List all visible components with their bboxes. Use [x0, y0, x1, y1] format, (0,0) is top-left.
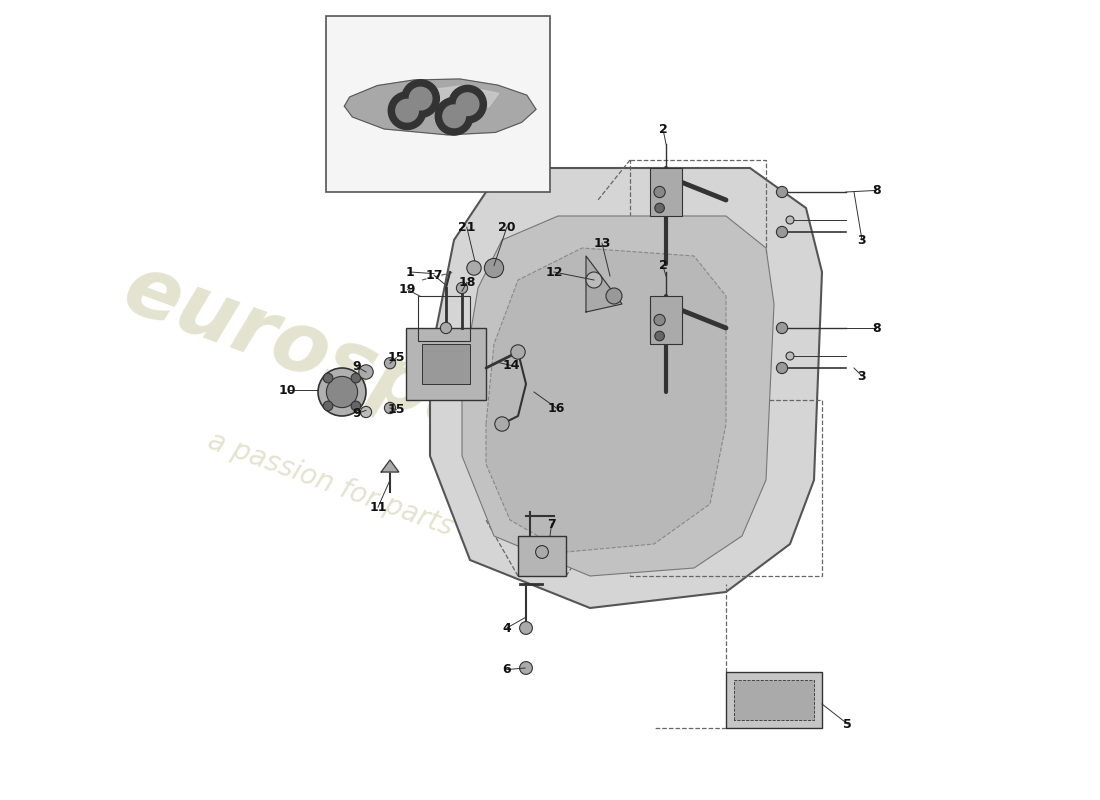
Circle shape	[484, 258, 504, 278]
Circle shape	[384, 402, 396, 414]
Circle shape	[323, 401, 333, 410]
Polygon shape	[422, 344, 470, 384]
Text: a passion for parts since 1985: a passion for parts since 1985	[205, 427, 608, 597]
Polygon shape	[462, 216, 774, 576]
Circle shape	[586, 272, 602, 288]
Circle shape	[456, 282, 468, 294]
Circle shape	[384, 358, 396, 369]
Text: 11: 11	[370, 501, 387, 514]
Polygon shape	[518, 536, 567, 576]
Text: 2: 2	[659, 123, 668, 136]
Circle shape	[409, 87, 432, 110]
Circle shape	[318, 368, 366, 416]
Circle shape	[456, 93, 478, 115]
Text: 21: 21	[458, 221, 475, 234]
Text: 5: 5	[844, 718, 852, 730]
Polygon shape	[430, 168, 822, 608]
Circle shape	[495, 417, 509, 431]
Circle shape	[436, 98, 473, 135]
Bar	[326, 16, 550, 192]
Text: eurospares: eurospares	[112, 248, 636, 504]
Polygon shape	[486, 248, 726, 552]
Circle shape	[777, 362, 788, 374]
Text: 3: 3	[858, 370, 867, 382]
Circle shape	[351, 401, 361, 410]
Circle shape	[519, 622, 532, 634]
Text: 8: 8	[872, 184, 881, 197]
Text: 10: 10	[279, 384, 296, 397]
Text: 14: 14	[503, 359, 520, 372]
Circle shape	[786, 216, 794, 224]
Circle shape	[323, 374, 333, 383]
Text: 9: 9	[352, 360, 361, 373]
Circle shape	[654, 314, 666, 326]
Circle shape	[786, 352, 794, 360]
Text: 2: 2	[659, 259, 668, 272]
Circle shape	[327, 376, 358, 408]
Text: 7: 7	[547, 518, 556, 530]
Circle shape	[443, 105, 465, 127]
Polygon shape	[586, 256, 622, 312]
Circle shape	[777, 322, 788, 334]
Circle shape	[388, 92, 426, 130]
Circle shape	[519, 662, 532, 674]
Circle shape	[396, 99, 418, 122]
Circle shape	[536, 546, 549, 558]
Text: 13: 13	[593, 237, 611, 250]
Circle shape	[654, 331, 664, 341]
Text: 4: 4	[503, 622, 512, 634]
Text: 15: 15	[387, 351, 405, 364]
Polygon shape	[406, 328, 486, 400]
Circle shape	[654, 203, 664, 213]
Circle shape	[466, 261, 481, 275]
Text: 3: 3	[858, 234, 867, 246]
Text: 17: 17	[426, 269, 442, 282]
Circle shape	[449, 86, 486, 123]
Circle shape	[440, 322, 452, 334]
Text: 18: 18	[458, 276, 475, 289]
Text: 8: 8	[872, 322, 881, 334]
Text: 16: 16	[548, 402, 565, 414]
Circle shape	[361, 406, 372, 418]
Polygon shape	[726, 672, 822, 728]
Circle shape	[351, 374, 361, 383]
Circle shape	[654, 186, 666, 198]
Bar	[650, 168, 682, 216]
Text: 1: 1	[406, 266, 415, 278]
Circle shape	[402, 80, 439, 118]
Circle shape	[510, 345, 525, 359]
Circle shape	[606, 288, 621, 304]
Circle shape	[777, 186, 788, 198]
Polygon shape	[734, 680, 814, 720]
Text: 19: 19	[399, 283, 416, 296]
Circle shape	[777, 226, 788, 238]
Text: 6: 6	[503, 663, 512, 676]
Bar	[650, 296, 682, 344]
Polygon shape	[344, 79, 536, 135]
Circle shape	[359, 365, 373, 379]
Text: 12: 12	[546, 266, 563, 278]
Polygon shape	[382, 460, 399, 472]
Text: 20: 20	[498, 221, 516, 234]
Polygon shape	[416, 86, 498, 107]
Text: 9: 9	[352, 407, 361, 420]
Text: 15: 15	[387, 403, 405, 416]
